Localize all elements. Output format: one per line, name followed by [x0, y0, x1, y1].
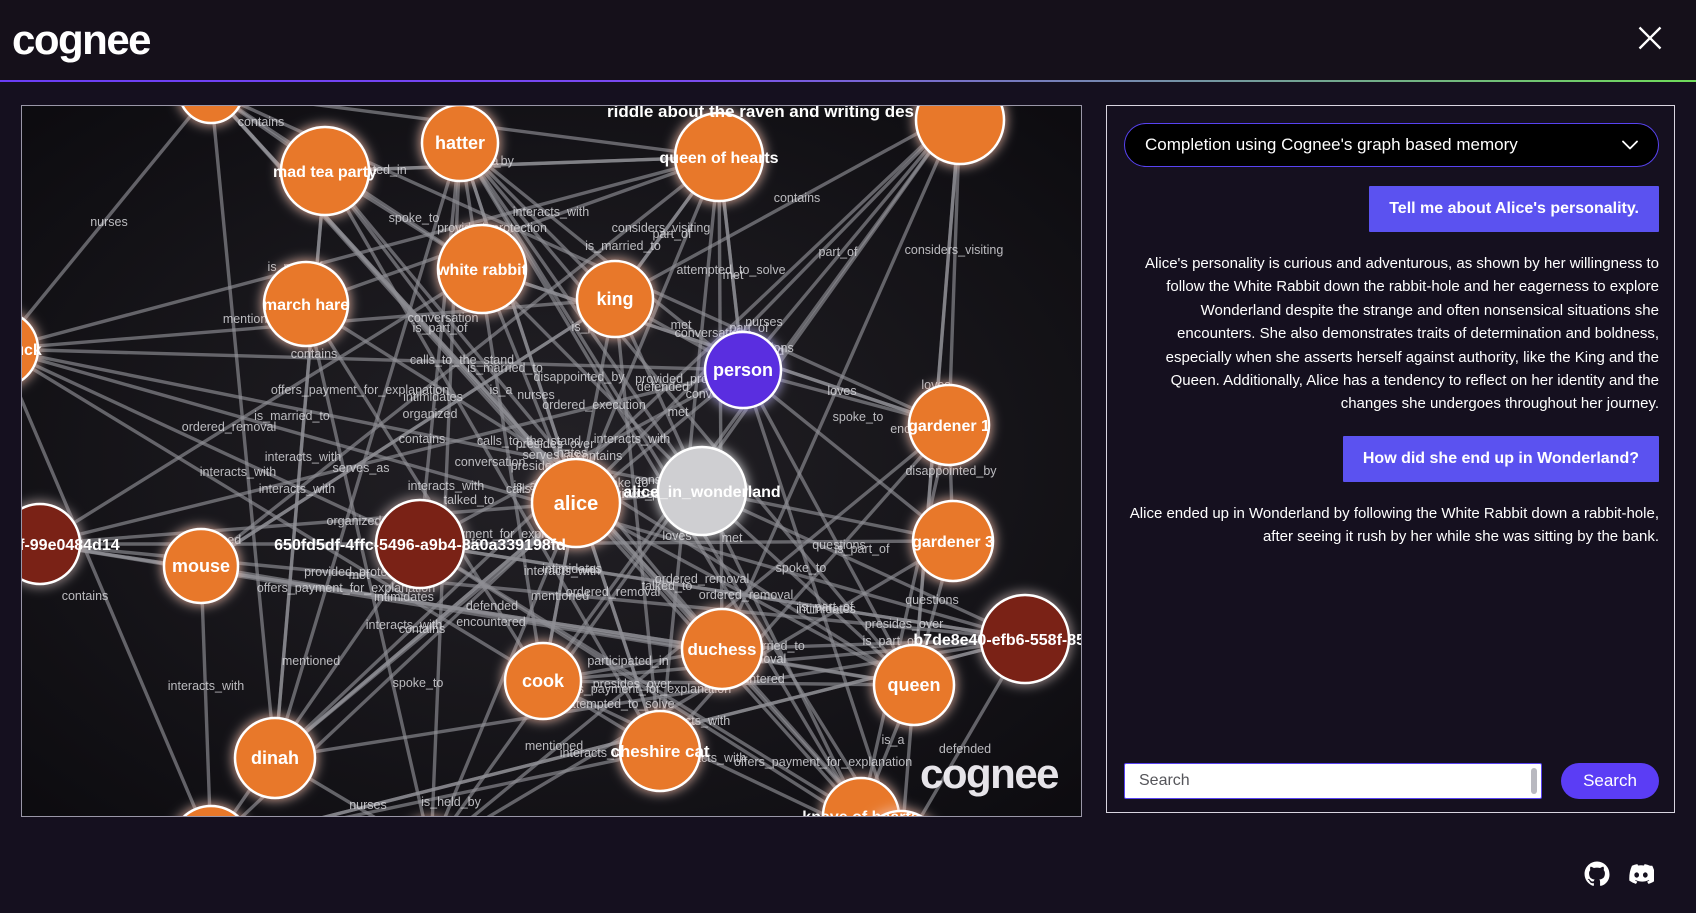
svg-text:interacts_with: interacts_with: [168, 679, 244, 693]
svg-text:considers_visiting: considers_visiting: [905, 243, 1004, 257]
svg-text:gardener 1: gardener 1: [908, 418, 990, 435]
svg-text:ordered_removal: ordered_removal: [182, 420, 277, 434]
svg-text:spoke_to: spoke_to: [389, 211, 440, 225]
svg-text:contains: contains: [291, 347, 338, 361]
svg-text:is_a: is_a: [490, 383, 513, 397]
svg-text:interacts_with: interacts_with: [265, 450, 341, 464]
svg-text:questions: questions: [905, 593, 959, 607]
svg-text:person: person: [713, 360, 773, 380]
svg-text:interacts_with: interacts_with: [408, 479, 484, 493]
svg-text:is_part_of: is_part_of: [413, 321, 468, 335]
svg-text:met: met: [723, 268, 744, 282]
svg-text:disappointed_by: disappointed_by: [533, 370, 625, 384]
svg-text:white rabbit: white rabbit: [436, 262, 527, 279]
svg-text:march hare: march hare: [263, 297, 349, 314]
svg-text:defended: defended: [466, 599, 518, 613]
svg-text:queen of hearts: queen of hearts: [659, 150, 778, 167]
svg-text:encountered: encountered: [456, 615, 526, 629]
svg-text:duchess: duchess: [688, 640, 757, 659]
svg-text:nurses: nurses: [90, 215, 128, 229]
svg-text:contains: contains: [62, 589, 109, 603]
svg-text:presides_over: presides_over: [865, 617, 944, 631]
svg-text:ordered_execution: ordered_execution: [542, 398, 646, 412]
svg-text:alice_in_wonderland: alice_in_wonderland: [623, 484, 780, 501]
svg-text:interacts_with: interacts_with: [594, 432, 670, 446]
svg-text:mouse: mouse: [172, 556, 230, 576]
svg-text:offers_payment_for_explanation: offers_payment_for_explanation: [271, 383, 449, 397]
svg-text:queen: queen: [887, 675, 940, 695]
svg-text:cheshire cat: cheshire cat: [610, 742, 710, 761]
svg-text:riddle about the raven and wri: riddle about the raven and writing des: [607, 106, 914, 121]
svg-text:contains: contains: [238, 115, 285, 129]
svg-text:loves: loves: [827, 384, 856, 398]
svg-text:calls_to_the_stand: calls_to_the_stand: [410, 353, 514, 367]
svg-text:is_a: is_a: [882, 733, 905, 747]
svg-text:ordered_removal: ordered_removal: [699, 588, 794, 602]
svg-text:mad tea party: mad tea party: [273, 164, 377, 181]
svg-text:650fd5df-4ffc-5496-a9b4-8a0a33: 650fd5df-4ffc-5496-a9b4-8a0a339198fd: [274, 537, 566, 554]
svg-text:mock duck: mock duck: [22, 342, 42, 359]
svg-text:intimidates: intimidates: [796, 602, 856, 616]
svg-text:participated_in: participated_in: [587, 654, 668, 668]
svg-text:contains: contains: [399, 432, 446, 446]
svg-text:is_married_to: is_married_to: [585, 239, 661, 253]
svg-text:mentioned: mentioned: [525, 739, 583, 753]
svg-text:mentioned: mentioned: [282, 654, 340, 668]
svg-text:defended: defended: [637, 380, 689, 394]
svg-text:met: met: [671, 318, 692, 332]
svg-text:interacts_with: interacts_with: [259, 482, 335, 496]
svg-text:alice: alice: [554, 493, 598, 515]
svg-text:is_part_of: is_part_of: [835, 542, 890, 556]
svg-text:ordered_removal: ordered_removal: [655, 572, 750, 586]
svg-text:spoke_to: spoke_to: [393, 676, 444, 690]
svg-text:considers_visiting: considers_visiting: [612, 221, 711, 235]
svg-text:intimidates: intimidates: [542, 562, 602, 576]
svg-text:organized: organized: [327, 514, 382, 528]
svg-text:attempted_to_solve: attempted_to_solve: [565, 697, 674, 711]
svg-text:conversation: conversation: [455, 455, 526, 469]
svg-text:hatter: hatter: [435, 133, 485, 153]
svg-text:king: king: [596, 289, 633, 309]
svg-text:organized: organized: [403, 407, 458, 421]
svg-text:met: met: [722, 531, 743, 545]
svg-text:met: met: [349, 568, 370, 582]
svg-text:spoke_to: spoke_to: [833, 410, 884, 424]
svg-text:met: met: [668, 405, 689, 419]
svg-text:is_held_by: is_held_by: [421, 795, 482, 809]
svg-text:interacts_with: interacts_with: [200, 465, 276, 479]
svg-text:talked_to: talked_to: [444, 493, 495, 507]
svg-text:gardener 3: gardener 3: [912, 534, 994, 551]
svg-text:contains: contains: [774, 191, 821, 205]
svg-text:knave of hearts: knave of hearts: [802, 809, 919, 816]
svg-text:dinah: dinah: [251, 748, 299, 768]
svg-text:offers_payment_for_explanation: offers_payment_for_explanation: [734, 755, 912, 769]
svg-text:nurses: nurses: [517, 388, 555, 402]
svg-text:interacts_with: interacts_with: [513, 205, 589, 219]
svg-text:spoke_to: spoke_to: [776, 561, 827, 575]
svg-text:b7de8e40-efb6-558f-85da-63b: b7de8e40-efb6-558f-85da-63b: [913, 632, 1081, 649]
svg-text:cook: cook: [522, 671, 565, 691]
svg-text:nurses: nurses: [349, 798, 387, 812]
svg-text:cognee: cognee: [920, 750, 1058, 797]
svg-text:part_of: part_of: [819, 245, 858, 259]
svg-text:interacts_with: interacts_with: [366, 618, 442, 632]
svg-text:ac3-aa3f-99e0484d14: ac3-aa3f-99e0484d14: [22, 537, 120, 554]
svg-text:intimidates: intimidates: [374, 590, 434, 604]
